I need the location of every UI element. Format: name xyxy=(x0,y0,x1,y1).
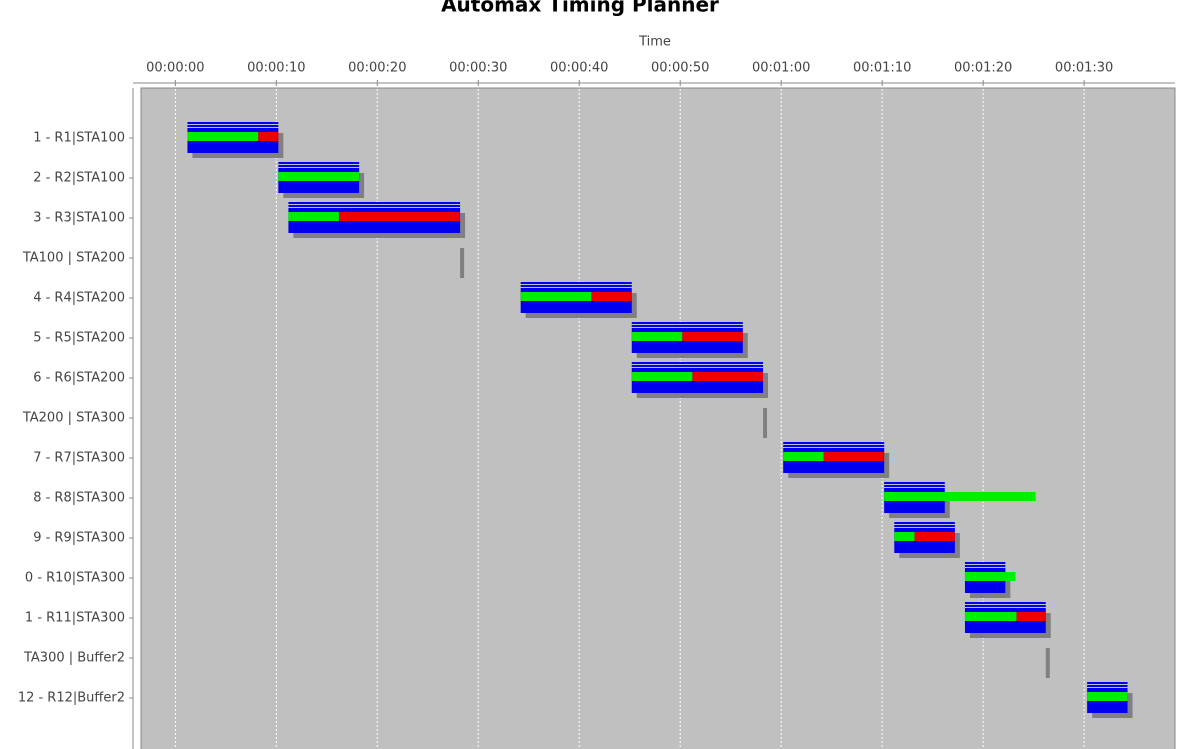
y-tick-label: 0 - R10|STA300 xyxy=(25,571,125,586)
plan-line xyxy=(1087,682,1128,684)
done-bar xyxy=(520,292,592,301)
plan-line xyxy=(631,362,764,364)
plan-line xyxy=(894,525,955,527)
y-tick-label: 2 - R2|STA100 xyxy=(33,171,125,186)
y-tick-label: 1 - R1|STA100 xyxy=(33,131,125,146)
plan-line xyxy=(278,162,360,164)
y-tick-label: TA100 | STA200 xyxy=(22,251,125,266)
plan-line xyxy=(187,125,279,127)
plan-line xyxy=(783,445,885,447)
plan-line xyxy=(631,365,764,367)
transition-marker xyxy=(763,408,768,438)
plan-line xyxy=(1087,685,1128,687)
plan-line xyxy=(783,442,885,444)
plan-line xyxy=(964,562,1006,564)
y-tick-label: 3 - R3|STA100 xyxy=(33,211,125,226)
done-bar xyxy=(278,172,360,181)
done-bar xyxy=(631,332,683,341)
plan-line xyxy=(520,285,632,287)
plan-line xyxy=(964,605,1046,607)
x-tick-label: 00:01:10 xyxy=(853,61,911,76)
plot-area xyxy=(140,87,1176,749)
y-tick-label: 12 - R12|Buffer2 xyxy=(18,691,125,706)
plan-line xyxy=(894,522,955,524)
x-tick-label: 00:00:50 xyxy=(651,61,709,76)
late-bar xyxy=(1016,612,1046,621)
y-tick-label: TA200 | STA300 xyxy=(22,411,125,426)
plan-line xyxy=(278,165,360,167)
y-tick-label: 9 - R9|STA300 xyxy=(33,531,125,546)
x-tick-label: 00:00:10 xyxy=(247,61,305,76)
late-bar xyxy=(914,532,955,541)
x-tick-label: 00:00:40 xyxy=(550,61,608,76)
x-tick-label: 00:01:30 xyxy=(1055,61,1113,76)
done-bar xyxy=(894,532,915,541)
done-bar xyxy=(783,452,824,461)
done-bar xyxy=(1087,692,1128,701)
chart-title: Automax Timing Planner xyxy=(441,0,719,17)
plan-line xyxy=(288,202,461,204)
done-bar xyxy=(187,132,259,141)
late-bar xyxy=(692,372,764,381)
x-tick-label: 00:00:20 xyxy=(348,61,406,76)
done-bar xyxy=(288,212,339,221)
late-bar xyxy=(338,212,461,221)
y-tick-label: 6 - R6|STA200 xyxy=(33,371,125,386)
done-bar xyxy=(964,612,1017,621)
y-tick-label: TA300 | Buffer2 xyxy=(23,651,125,666)
late-bar xyxy=(823,452,885,461)
late-bar xyxy=(258,132,279,141)
late-bar xyxy=(591,292,632,301)
done-bar xyxy=(964,572,1016,581)
plan-line xyxy=(964,565,1006,567)
transition-marker xyxy=(1045,648,1050,678)
done-bar xyxy=(884,492,1036,501)
transition-marker xyxy=(460,248,465,278)
x-axis-label: Time xyxy=(638,35,671,50)
plan-line xyxy=(884,485,945,487)
x-tick-label: 00:00:00 xyxy=(146,61,204,76)
plan-line xyxy=(884,482,945,484)
plan-line xyxy=(187,122,279,124)
x-tick-label: 00:01:20 xyxy=(954,61,1012,76)
plan-line xyxy=(631,325,743,327)
plan-line xyxy=(964,602,1046,604)
y-tick-label: 8 - R8|STA300 xyxy=(33,491,125,506)
y-tick-label: 5 - R5|STA200 xyxy=(33,331,125,346)
y-tick-label: 7 - R7|STA300 xyxy=(33,451,125,466)
plan-line xyxy=(520,282,632,284)
done-bar xyxy=(631,372,693,381)
late-bar xyxy=(682,332,743,341)
y-tick-label: 1 - R11|STA300 xyxy=(25,611,125,626)
plan-line xyxy=(288,205,461,207)
plan-line xyxy=(631,322,743,324)
y-tick-label: 4 - R4|STA200 xyxy=(33,291,125,306)
x-tick-label: 00:00:30 xyxy=(449,61,507,76)
x-tick-label: 00:01:00 xyxy=(752,61,810,76)
